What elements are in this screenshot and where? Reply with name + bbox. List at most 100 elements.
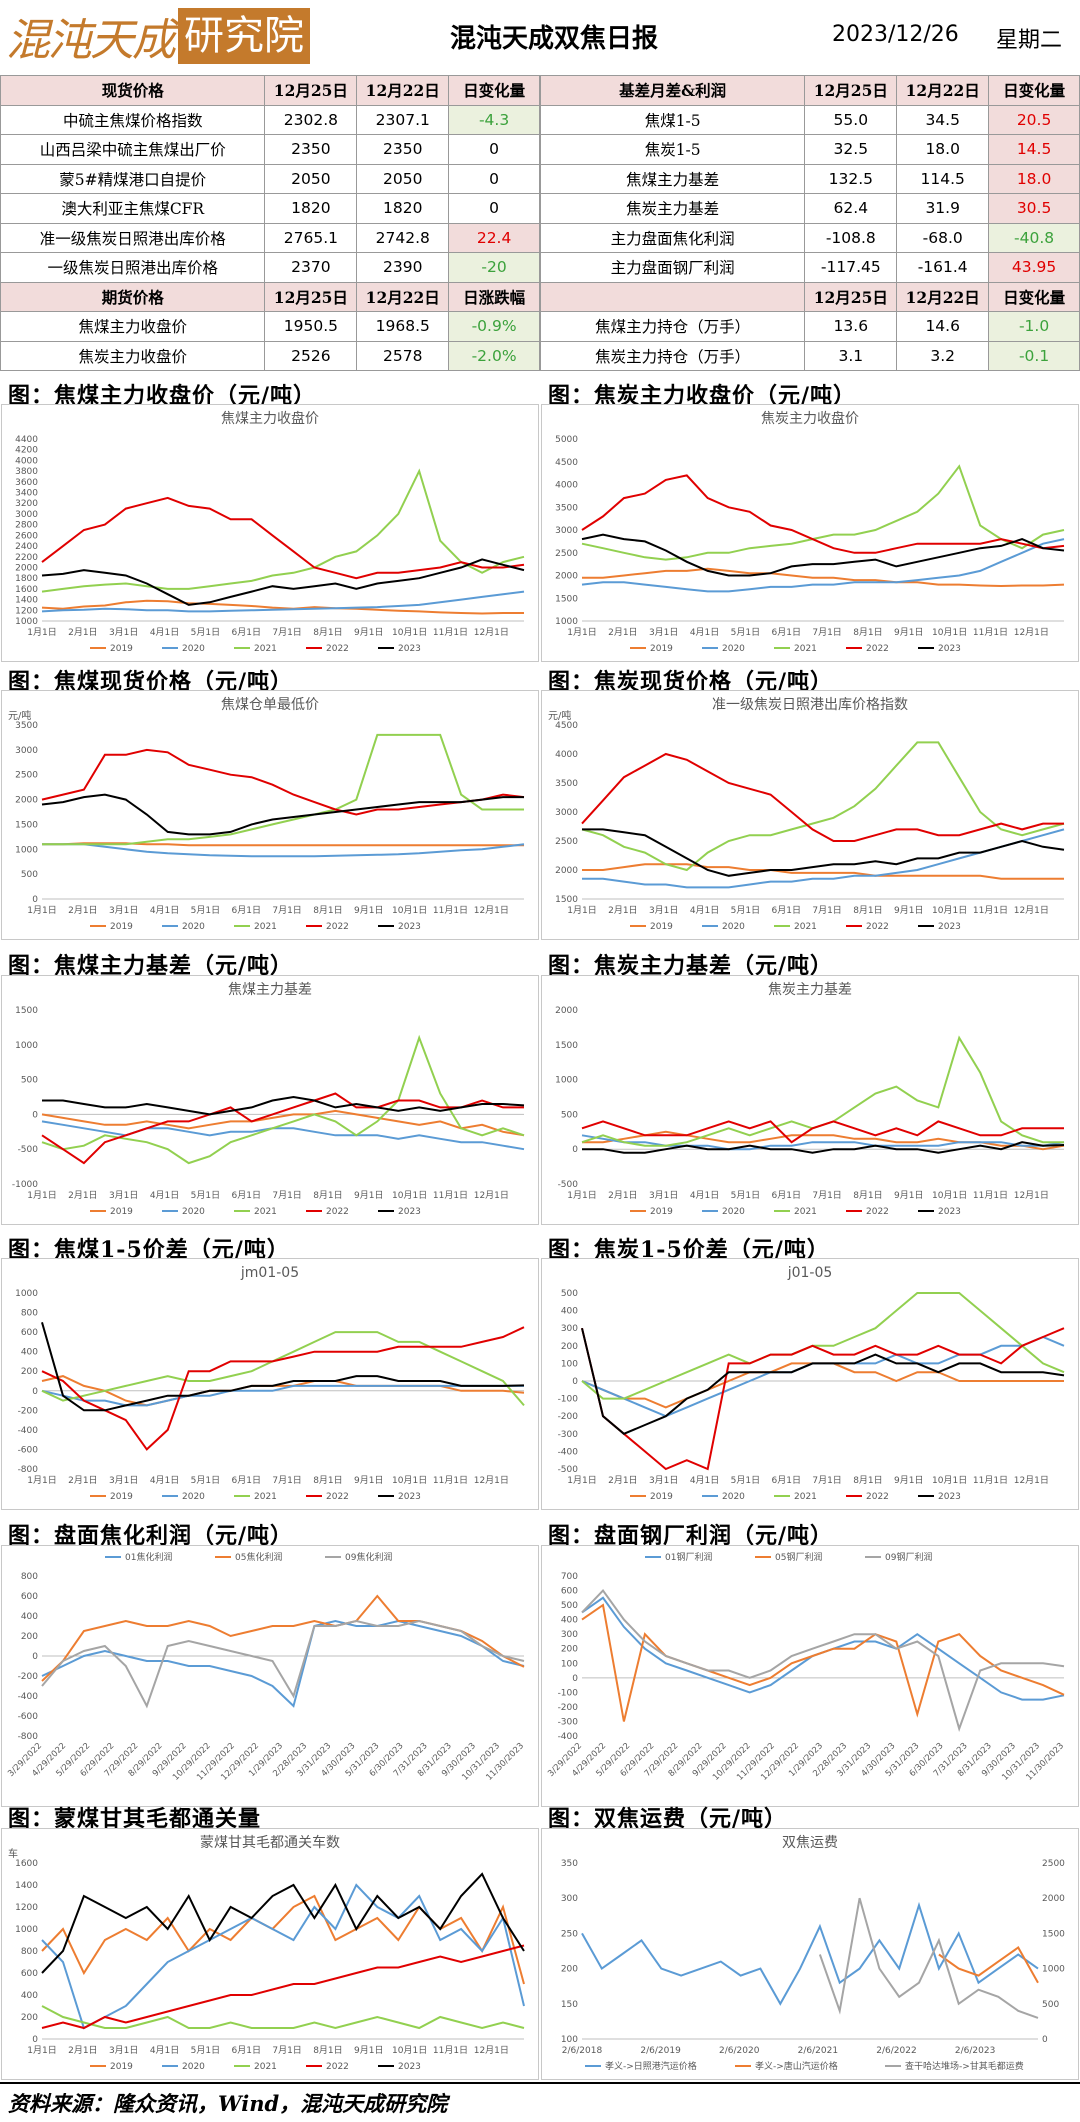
y-tick-label: 3400 (15, 489, 38, 499)
x-tick-label: 10月1日 (932, 1190, 967, 1201)
y-axis-label: 车 (8, 1847, 18, 1860)
chart-c10: -400 -300 -200 -100 0 100 200 300 400 500 600 700 3/… (541, 1545, 1079, 1807)
chart-title: 双焦运费 (782, 1835, 838, 1851)
x-tick-label: 5月1日 (191, 1190, 220, 1201)
series-line-查干哈达堆场->甘其毛都运费 (818, 1897, 1039, 2019)
y-tick-label: 500 (561, 1289, 578, 1299)
series-line-2020 (41, 1384, 524, 1407)
y-tick-label: 2800 (15, 521, 38, 531)
legend-label: 2020 (182, 2062, 205, 2072)
change-cell: -0.9% (448, 311, 540, 342)
section-title-s12: 图：双焦运费（元/吨） (548, 1806, 788, 1832)
y-tick-label: -100 (558, 1688, 579, 1698)
legend-label: 2019 (650, 644, 673, 654)
table-row: 焦炭主力持仓（万手） 3.1 3.2 -0.1 (539, 340, 1080, 371)
change-cell: 0 (448, 193, 540, 224)
x-tick-label: 4月1日 (150, 1190, 179, 1201)
y-tick-label: 400 (561, 1307, 578, 1317)
x-tick-label: 9月1日 (354, 2045, 383, 2056)
series-line-05钢厂利润 (581, 1603, 1065, 1722)
y-tick-label: 2000 (15, 563, 38, 573)
table-row: 焦炭主力基差 62.4 31.9 30.5 (539, 193, 1080, 224)
value-cell: 2307.1 (356, 104, 450, 135)
x-tick-label: 11月1日 (433, 1190, 468, 1201)
x-tick-label: 7月1日 (272, 2045, 301, 2056)
change-cell: 0 (448, 134, 540, 165)
change-cell: 43.95 (988, 252, 1080, 283)
y-tick-label: 1500 (15, 1006, 38, 1016)
y-tick-label: 600 (561, 1587, 578, 1597)
legend-label: 05钢厂利润 (775, 1551, 822, 1563)
legend-label: 2020 (182, 1492, 205, 1502)
y-tick-label: 600 (21, 1969, 38, 1979)
y-tick-label: 1000 (15, 845, 38, 855)
chart-svg-c5: 焦煤主力基差 -1000 -500 0 500 1000 1500 1月1日 2月1日 3月1日 4… (12, 981, 525, 1217)
legend-label: 2021 (794, 1492, 817, 1502)
y-tick-label: -400 (558, 1447, 579, 1457)
x-tick-label: 8月1日 (313, 2045, 342, 2056)
x-tick-label: 2月1日 (608, 1475, 637, 1486)
x-tick-label: 1月1日 (567, 1190, 596, 1201)
y-tick-label: 1000 (555, 1076, 578, 1086)
row-label: 山西吕梁中硫主焦煤出厂价 (0, 134, 266, 165)
x-tick-label: 10月1日 (932, 1475, 967, 1486)
value-cell: 2050 (356, 163, 450, 194)
y-tick-label: 4200 (15, 446, 38, 456)
legend-label: 01焦化利润 (125, 1551, 172, 1563)
legend-label: 2019 (650, 1492, 673, 1502)
y-tick-label: 500 (561, 1110, 578, 1120)
x-tick-label: 2/6/2021 (798, 2046, 838, 2056)
section-title-s9: 图：盘面焦化利润（元/吨） (8, 1523, 294, 1549)
x-tick-label: 9月1日 (894, 1190, 923, 1201)
header-cell: 日变化量 (988, 281, 1080, 312)
series-line-2022 (581, 474, 1065, 554)
y-tick-label: 1500 (555, 895, 578, 905)
legend-label: 2022 (326, 1492, 349, 1502)
y-tick-label: -300 (558, 1717, 579, 1727)
value-cell: 55.0 (804, 104, 898, 135)
y-tick-label: 1000 (555, 617, 578, 627)
y-tick-label: -500 (18, 1145, 39, 1155)
x-tick-label: 6月1日 (232, 2045, 261, 2056)
header-cell: 日涨跌幅 (448, 281, 540, 312)
table-row: 中硫主焦煤价格指数 2302.8 2307.1 -4.3 (0, 104, 540, 135)
x-tick-label: 12月1日 (474, 1190, 509, 1201)
table-row: 澳大利亚主焦煤CFR 1820 1820 0 (0, 193, 540, 224)
x-tick-label: 11月1日 (973, 1475, 1008, 1486)
header-cell: 12月22日 (356, 75, 450, 106)
x-tick-label: 5月1日 (731, 905, 760, 916)
chart-c7: jm01-05 -800 -600 -400 -200 0 200 400 600 800 1000… (1, 1258, 539, 1510)
series-line-2023 (581, 1327, 1065, 1435)
series-line-2022 (581, 752, 1064, 842)
row-label: 蒙5#精煤港口自提价 (0, 163, 266, 194)
chart-c1: 焦煤主力收盘价 1000 1200 1400 1600 1800 2000 2200 2400 2… (1, 404, 539, 662)
x-tick-label: 8月1日 (313, 627, 342, 638)
x-tick-label: 4月1日 (150, 1475, 179, 1486)
y-tick-label: 1200 (15, 606, 38, 616)
change-cell: -0.1 (988, 340, 1080, 371)
table-row: 山西吕梁中硫主焦煤出厂价 2350 2350 0 (0, 134, 540, 165)
x-tick-label: 6月1日 (232, 627, 261, 638)
legend-label: 05焦化利润 (235, 1551, 282, 1563)
y-tick-label: 3800 (15, 467, 38, 477)
section-title-s10: 图：盘面钢厂利润（元/吨） (548, 1523, 834, 1549)
section-title-s6: 图：焦炭主力基差（元/吨） (548, 953, 834, 979)
value-cell: 2578 (356, 340, 450, 371)
value-cell: 18.0 (896, 134, 990, 165)
section-title-s5: 图：焦煤主力基差（元/吨） (8, 953, 294, 979)
y-tick-label: 100 (561, 1659, 578, 1669)
legend-label: 2020 (722, 1207, 745, 1217)
value-cell: 132.5 (804, 163, 898, 194)
legend-label: 2023 (938, 1492, 961, 1502)
spot-futures-table: 现货价格 12月25日 12月22日 日变化量 中硫主焦煤价格指数 2302.8 2307.… (0, 75, 540, 371)
y-tick-label: 4000 (15, 456, 38, 466)
y2-tick-label: 1500 (1042, 1929, 1065, 1939)
y-tick-label: -1000 (12, 1180, 38, 1190)
value-cell: 1950.5 (264, 311, 358, 342)
legend-label: 09焦化利润 (345, 1551, 392, 1563)
y-tick-label: 1600 (15, 1859, 38, 1869)
legend-label: 2021 (794, 922, 817, 932)
y-tick-label: 200 (561, 1645, 578, 1655)
y2-tick-label: 0 (1042, 2035, 1048, 2045)
legend-label: 2023 (398, 1492, 421, 1502)
